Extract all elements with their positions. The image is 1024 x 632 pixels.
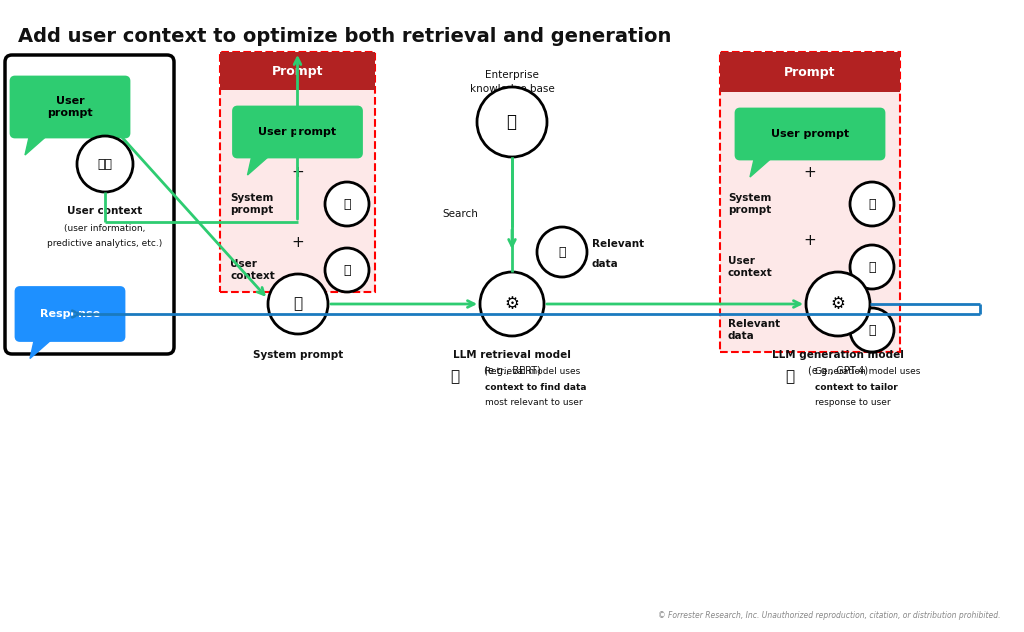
Text: 📄: 📄 bbox=[558, 245, 565, 258]
Text: context to tailor: context to tailor bbox=[815, 382, 898, 391]
Circle shape bbox=[325, 248, 369, 292]
Circle shape bbox=[268, 274, 328, 334]
Text: Relevant
data: Relevant data bbox=[728, 319, 780, 341]
Text: © Forrester Research, Inc. Unauthorized reproduction, citation, or distribution : © Forrester Research, Inc. Unauthorized … bbox=[657, 611, 1000, 620]
Circle shape bbox=[806, 272, 870, 336]
Text: User prompt: User prompt bbox=[771, 129, 849, 139]
Circle shape bbox=[537, 227, 587, 277]
Circle shape bbox=[850, 308, 894, 352]
Polygon shape bbox=[248, 153, 272, 175]
Text: knowledge base: knowledge base bbox=[470, 84, 554, 94]
Text: ⚙️: ⚙️ bbox=[505, 295, 519, 313]
Text: Prompt: Prompt bbox=[784, 66, 836, 78]
FancyBboxPatch shape bbox=[720, 52, 900, 92]
Text: context to find data: context to find data bbox=[485, 382, 587, 391]
Text: +: + bbox=[804, 233, 816, 248]
Text: (e.g., BERT): (e.g., BERT) bbox=[483, 366, 541, 376]
Text: Retrieval model uses: Retrieval model uses bbox=[485, 367, 581, 377]
Text: 📄: 📄 bbox=[343, 198, 351, 210]
Text: +: + bbox=[804, 293, 816, 308]
Text: User
prompt: User prompt bbox=[47, 96, 93, 118]
Text: +: + bbox=[291, 164, 304, 179]
Circle shape bbox=[850, 245, 894, 289]
Circle shape bbox=[850, 182, 894, 226]
Text: 🗂️: 🗂️ bbox=[507, 113, 517, 131]
Polygon shape bbox=[25, 133, 50, 155]
Text: Enterprise: Enterprise bbox=[485, 70, 539, 80]
Text: LLM retrieval model: LLM retrieval model bbox=[453, 350, 571, 360]
Polygon shape bbox=[750, 155, 775, 177]
Text: 📄: 📄 bbox=[868, 324, 876, 336]
Polygon shape bbox=[30, 336, 55, 358]
Text: Relevant: Relevant bbox=[592, 239, 644, 249]
Text: Response: Response bbox=[40, 309, 100, 319]
FancyBboxPatch shape bbox=[736, 109, 884, 159]
Text: data: data bbox=[592, 259, 618, 269]
Text: (e.g., GPT-4): (e.g., GPT-4) bbox=[808, 366, 868, 376]
Circle shape bbox=[77, 136, 133, 192]
Text: 📄: 📄 bbox=[294, 296, 302, 312]
Text: +: + bbox=[804, 164, 816, 179]
Text: User context: User context bbox=[68, 206, 142, 216]
Circle shape bbox=[477, 87, 547, 157]
Circle shape bbox=[325, 182, 369, 226]
Text: Search: Search bbox=[442, 209, 478, 219]
FancyBboxPatch shape bbox=[220, 52, 375, 292]
Text: System prompt: System prompt bbox=[253, 350, 343, 360]
FancyBboxPatch shape bbox=[220, 52, 375, 90]
Text: response to user: response to user bbox=[815, 398, 891, 406]
Text: predictive analytics, etc.): predictive analytics, etc.) bbox=[47, 239, 163, 248]
Text: 👤: 👤 bbox=[868, 260, 876, 274]
Text: Generation model uses: Generation model uses bbox=[815, 367, 921, 377]
FancyBboxPatch shape bbox=[720, 52, 900, 352]
Text: User
context: User context bbox=[230, 259, 274, 281]
Text: User
context: User context bbox=[728, 256, 773, 278]
Text: Prompt: Prompt bbox=[271, 64, 324, 78]
Text: 💡: 💡 bbox=[785, 370, 795, 384]
FancyBboxPatch shape bbox=[5, 55, 174, 354]
Text: +: + bbox=[291, 234, 304, 250]
FancyBboxPatch shape bbox=[233, 107, 361, 157]
Circle shape bbox=[480, 272, 544, 336]
Text: 📄: 📄 bbox=[868, 198, 876, 210]
Text: ⚙️: ⚙️ bbox=[830, 295, 846, 313]
Text: 💡: 💡 bbox=[451, 370, 460, 384]
FancyBboxPatch shape bbox=[16, 288, 124, 341]
Text: LLM generation model: LLM generation model bbox=[772, 350, 904, 360]
Text: (user information,: (user information, bbox=[65, 224, 145, 233]
Text: Add user context to optimize both retrieval and generation: Add user context to optimize both retrie… bbox=[18, 27, 672, 46]
Text: System
prompt: System prompt bbox=[230, 193, 273, 215]
FancyBboxPatch shape bbox=[11, 77, 129, 137]
Text: System
prompt: System prompt bbox=[728, 193, 771, 215]
Text: most relevant to user: most relevant to user bbox=[485, 398, 583, 406]
Text: 👤: 👤 bbox=[343, 264, 351, 277]
Text: User prompt: User prompt bbox=[258, 127, 337, 137]
Text: 👤📊: 👤📊 bbox=[97, 157, 113, 171]
